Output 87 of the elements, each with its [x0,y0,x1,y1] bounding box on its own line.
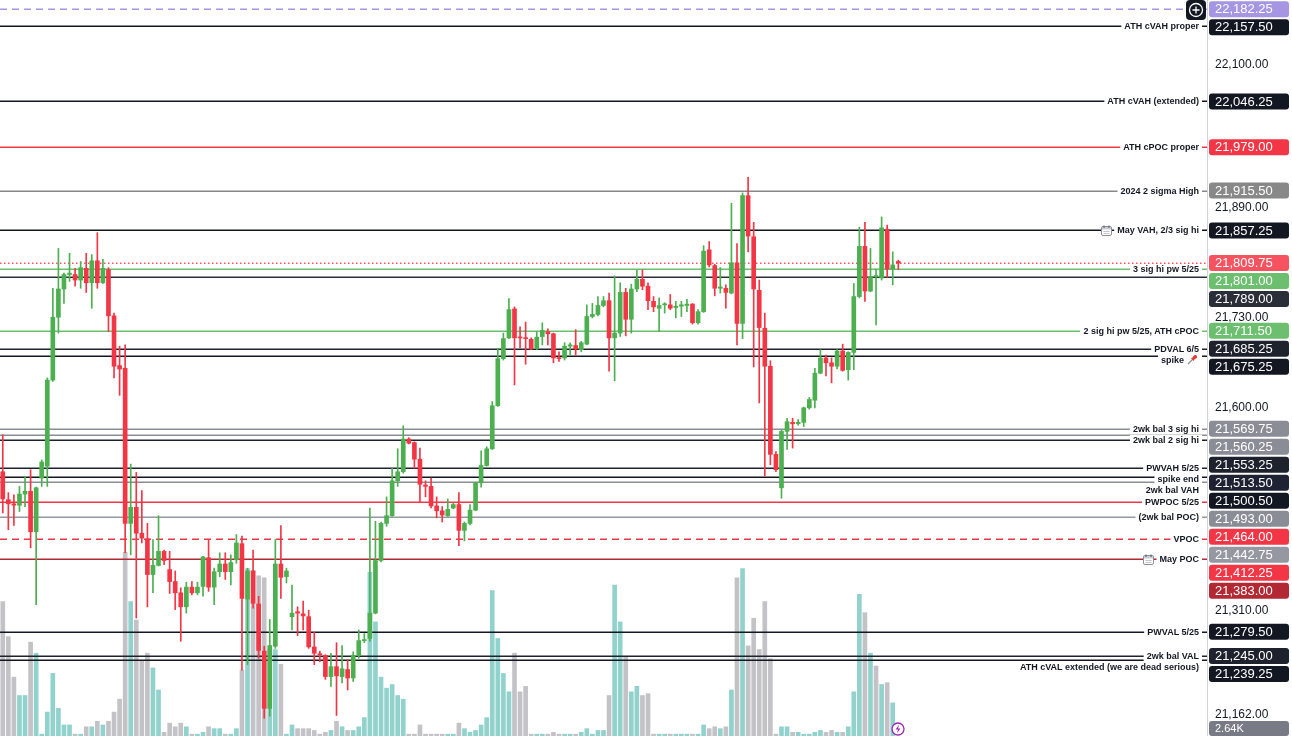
bar [339,726,345,736]
bar [790,731,795,736]
text: 21,857.25 [1215,222,1273,238]
bar [83,726,89,736]
y-tick-label: 21,162.00 [1215,707,1269,722]
bar [879,684,884,736]
text: 21,560.25 [1215,438,1273,454]
bar [667,733,673,736]
ref-line-label: PWPOC 5/25 [1144,497,1199,508]
ref-line-label: VPOC [1173,533,1200,544]
text: 21,500.50 [1215,492,1273,508]
bar [690,733,695,736]
text: 21,915.50 [1215,182,1273,198]
ref-line-label: spike [1160,354,1184,365]
text: 21,412.25 [1215,564,1273,580]
y-tick-label: 22,100.00 [1215,57,1269,72]
y-tick-label: 21,600.00 [1215,400,1269,415]
bar [28,641,33,736]
candlestick [723,284,729,309]
bar [740,568,745,736]
ref-line-label: (2wk bal POC) [1138,512,1199,523]
bar [334,720,339,736]
ref-line-label: PDVAL 6/5 [1154,343,1199,354]
bar [729,689,734,736]
ref-line-label: 2 sig hi pw 5/25, ATH cPOC [1083,325,1200,336]
ref-line-label: May POC [1159,554,1200,565]
text: 22,046.25 [1215,93,1273,109]
text: 21,801.00 [1215,273,1273,289]
ref-line-label: spike end [1157,473,1199,484]
ref-line-label: PWVAH 5/25 [1146,462,1199,473]
bar [623,656,629,736]
ref-line-label: ATH cPOC proper [1123,142,1200,153]
ref-line-label: 2wk bal 2 sig hi [1132,434,1199,445]
ref-line-label: PWVAL 5/25 [1147,626,1199,637]
text: 22,157.50 [1215,19,1273,35]
ref-line-label: ATH cVAL extended (we are dead serious) [1019,662,1199,673]
text: 21,279.50 [1215,623,1273,639]
bar [206,726,211,736]
candlestick [717,267,723,294]
y-tick-label: 21,730.00 [1215,310,1269,325]
text: 21,383.00 [1215,582,1273,598]
bar [868,652,873,736]
ref-line-label: 3 sig hi pw 5/25 [1132,264,1199,275]
text: 21,464.00 [1215,528,1273,544]
text: 21,569.75 [1215,420,1273,436]
ref-line-label: 2wk bal VAH [1145,484,1199,495]
text: 2.64K [1215,722,1245,735]
ref-line-label: ATH cVAH proper [1124,20,1200,31]
bar [723,726,729,736]
text: 21,675.25 [1215,358,1273,374]
y-tick-label: 21,890.00 [1215,200,1269,215]
bar [884,682,890,736]
text: 21,513.50 [1215,474,1273,490]
bar [222,733,228,736]
bar [89,726,95,736]
text: 21,245.00 [1215,648,1273,664]
candlestick [128,463,134,556]
text: 21,789.00 [1215,291,1273,307]
candlestick [656,297,662,333]
text: 21,239.25 [1215,666,1273,682]
text: 21,553.25 [1215,456,1273,472]
text: 21,493.00 [1215,510,1273,526]
ref-line-label: 2wk bal VAL [1146,651,1200,662]
text: 21,711.50 [1215,322,1272,338]
bar [128,601,134,736]
ref-line-label: May VAH, 2/3 sig hi [1117,225,1199,236]
text: 22,182.25 [1215,1,1273,17]
bar [840,731,846,736]
ref-line-label: 2wk bal 3 sig hi [1132,423,1199,434]
bar [717,728,723,736]
text: 21,809.75 [1215,255,1273,271]
ref-line-label: ATH cVAH (extended) [1107,96,1199,107]
text: 21,442.75 [1215,546,1273,562]
candlestick [339,645,345,684]
bar [573,733,579,736]
bar [78,733,83,736]
y-tick-label: 21,310.00 [1215,602,1269,617]
bar [345,730,350,736]
candlestick [662,302,668,314]
bar [184,726,189,736]
ref-line-label: 2024 2 sigma High [1120,185,1199,196]
candlestick [573,329,579,356]
bar [95,720,100,736]
candlestick [890,251,896,286]
text: 21,979.00 [1215,139,1273,155]
text: 21,685.25 [1215,340,1273,356]
candlestick [895,259,901,271]
